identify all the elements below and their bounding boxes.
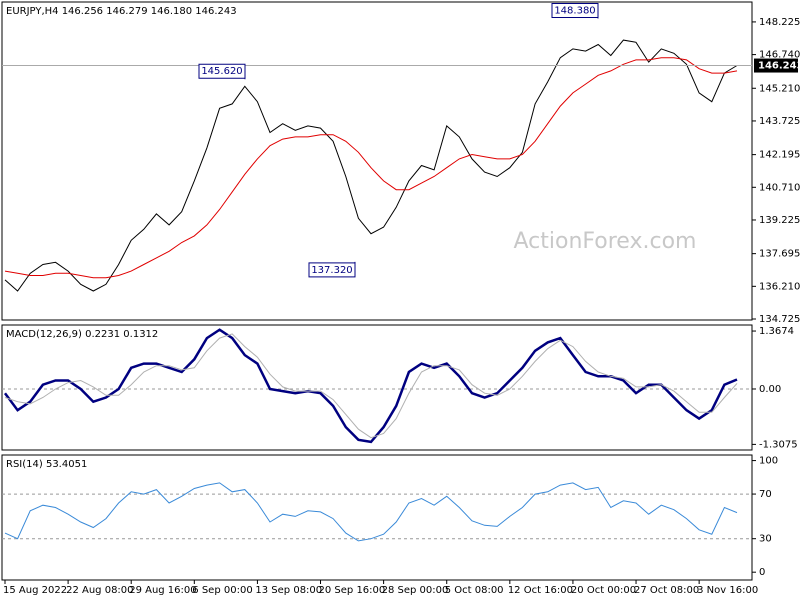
y-tick-label: 143.725 bbox=[759, 116, 800, 127]
y-tick-label: 136.210 bbox=[759, 281, 800, 292]
annotation-box bbox=[551, 3, 599, 19]
series-line bbox=[4, 482, 738, 542]
y-tick-label: 1.3674 bbox=[759, 326, 794, 337]
y-tick-label: 140.710 bbox=[759, 182, 800, 193]
annotation-label: 137.320 bbox=[311, 265, 352, 276]
y-tick-label: 100 bbox=[759, 456, 778, 467]
annotation-label: 148.380 bbox=[554, 6, 595, 17]
y-tick-label: 70 bbox=[759, 489, 772, 500]
x-tick-label: 3 Nov 16:00 bbox=[697, 585, 758, 596]
x-tick-label: 20 Sep 16:00 bbox=[319, 585, 386, 596]
x-tick-label: 22 Aug 08:00 bbox=[66, 585, 133, 596]
series-line bbox=[4, 333, 738, 439]
panel-frame bbox=[1, 454, 753, 581]
annotation-box bbox=[198, 63, 246, 79]
x-tick-label: 13 Sep 08:00 bbox=[255, 585, 322, 596]
x-tick-label: 15 Aug 2022 bbox=[3, 585, 67, 596]
y-tick-label: 142.195 bbox=[759, 150, 800, 161]
panel-frame bbox=[1, 1, 753, 321]
last-price-box bbox=[754, 58, 798, 73]
y-tick-label: 148.225 bbox=[759, 17, 800, 28]
annotation-box bbox=[308, 262, 356, 278]
y-tick-label: 0.00 bbox=[759, 384, 781, 395]
panel-frame bbox=[1, 324, 753, 451]
y-tick-label: -1.3075 bbox=[759, 439, 798, 450]
x-tick-label: 6 Sep 00:00 bbox=[192, 585, 252, 596]
series-line bbox=[3, 328, 738, 444]
panel-title: RSI(14) 53.4051 bbox=[6, 459, 87, 470]
x-tick-label: 12 Oct 16:00 bbox=[508, 585, 573, 596]
x-tick-label: 27 Oct 08:00 bbox=[634, 585, 699, 596]
y-tick-label: 137.695 bbox=[759, 249, 800, 260]
series-line bbox=[4, 57, 738, 279]
x-tick-label: 5 Oct 08:00 bbox=[445, 585, 504, 596]
last-price-label: 146.243 bbox=[758, 61, 800, 72]
y-tick-label: 134.725 bbox=[759, 314, 800, 325]
y-tick-label: 139.225 bbox=[759, 215, 800, 226]
watermark: ActionForex.com bbox=[514, 229, 697, 254]
y-tick-label: 30 bbox=[759, 534, 772, 545]
x-tick-label: 28 Sep 00:00 bbox=[382, 585, 449, 596]
series-line bbox=[4, 39, 738, 292]
y-tick-label: 0 bbox=[759, 567, 765, 578]
x-tick-label: 29 Aug 16:00 bbox=[129, 585, 196, 596]
panel-title: EURJPY,H4 146.256 146.279 146.180 146.24… bbox=[6, 6, 237, 17]
y-tick-label: 145.210 bbox=[759, 83, 800, 94]
panel-title: MACD(12,26,9) 0.2231 0.1312 bbox=[6, 329, 158, 340]
x-tick-label: 20 Oct 00:00 bbox=[571, 585, 636, 596]
y-tick-label: 146.740 bbox=[759, 50, 800, 61]
annotation-label: 145.620 bbox=[201, 66, 242, 77]
